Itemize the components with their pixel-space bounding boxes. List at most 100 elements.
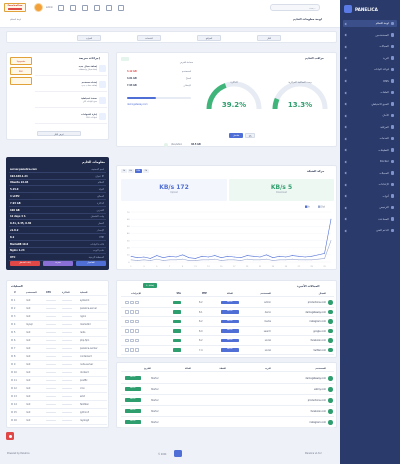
sidebar-item[interactable]: الأمان <box>343 112 397 119</box>
brand-logo[interactable]: PANELICA <box>344 4 396 14</box>
fullscreen-icon[interactable] <box>58 5 64 11</box>
process-checkbox[interactable] <box>10 403 13 406</box>
moon-icon[interactable] <box>82 5 88 11</box>
process-checkbox[interactable] <box>10 323 13 326</box>
server-action-button[interactable]: تحديث <box>43 261 73 266</box>
quick-action-item[interactable]: نسخة احتياطية نسخ البيانات الآن <box>35 95 107 108</box>
user-name[interactable]: productions.com <box>307 398 326 402</box>
network-tab[interactable]: 6h <box>127 169 134 173</box>
settings-icon[interactable] <box>118 5 124 11</box>
edit-icon[interactable] <box>130 348 134 352</box>
sidebar-item[interactable]: المستخدمين <box>343 32 397 39</box>
sidebar-item[interactable]: السجلات <box>343 170 397 177</box>
user-name[interactable]: demogateway.com <box>305 376 326 380</box>
sidebar-item[interactable]: الإعدادات <box>343 181 397 188</box>
domain-name[interactable]: facebook.com <box>310 339 326 342</box>
trash-icon[interactable] <box>135 338 139 343</box>
process-checkbox[interactable] <box>10 307 13 310</box>
process-checkbox[interactable] <box>10 371 13 374</box>
sidebar-item[interactable]: لوحة التحكم <box>343 20 397 27</box>
process-checkbox[interactable] <box>10 419 13 422</box>
scroll-top-button[interactable] <box>174 450 182 457</box>
network-tab[interactable]: 1h <box>121 169 127 173</box>
user-name[interactable]: facebook.com <box>310 409 326 413</box>
sidebar-item[interactable]: البريد <box>343 55 397 62</box>
process-checkbox[interactable] <box>10 363 13 366</box>
eye-icon[interactable] <box>125 338 129 343</box>
eye-icon[interactable] <box>125 310 129 314</box>
filter-select[interactable]: الموارد <box>77 35 101 41</box>
server-action-button[interactable]: التفاصيل <box>76 261 106 266</box>
add-domain-button[interactable]: + إضافة <box>143 283 157 288</box>
domain-name[interactable]: twitter.com <box>313 348 326 352</box>
domain-name[interactable]: demogateway.com <box>305 310 326 314</box>
promo-badge[interactable]: PanelicaFlow <box>4 3 26 12</box>
process-checkbox[interactable] <box>10 339 13 342</box>
disk-link[interactable]: demogateway.com <box>127 103 148 106</box>
process-checkbox[interactable] <box>10 347 13 350</box>
user-name[interactable]: uatmy.com <box>313 387 326 391</box>
grid-icon[interactable] <box>94 5 100 11</box>
sidebar-item[interactable]: قواعد البيانات <box>343 66 397 73</box>
edit-icon[interactable] <box>130 300 134 305</box>
bell-icon[interactable] <box>70 5 76 11</box>
chat-button[interactable] <box>6 432 14 440</box>
quick-action-item[interactable]: إضافة مجال جديد إنشاء مجال واستضافة <box>35 63 107 76</box>
footer-left[interactable]: Powered by Panelica <box>7 452 30 455</box>
filter-select[interactable]: المواقع <box>197 35 221 41</box>
domain-name[interactable]: productions.com <box>307 301 326 304</box>
mail-icon[interactable] <box>106 5 112 11</box>
promo-panel[interactable]: Upgrade PRO <box>10 57 32 95</box>
eye-icon[interactable] <box>125 348 129 352</box>
process-checkbox[interactable] <box>10 379 13 382</box>
quick-action-item[interactable]: إنشاء مستخدم إضافة حساب جديد <box>35 79 107 92</box>
quick-view-all-button[interactable]: عرض الكل <box>37 131 81 136</box>
eye-icon[interactable] <box>125 319 129 324</box>
eye-icon[interactable] <box>125 329 129 333</box>
avatar[interactable] <box>34 3 43 12</box>
sidebar-item[interactable]: الترخيص <box>343 204 397 211</box>
sidebar-item[interactable]: أدوات <box>343 193 397 200</box>
sidebar-item[interactable]: المراقبة <box>343 124 397 131</box>
sidebar-item[interactable]: Docker <box>343 158 397 165</box>
quick-action-item[interactable]: إدارة الشهادات SSL شهادات <box>35 111 107 124</box>
sidebar-item[interactable]: التطبيقات <box>343 147 397 154</box>
trash-icon[interactable] <box>135 348 139 352</box>
domain-name[interactable]: instagram.com <box>309 320 326 323</box>
filter-select[interactable]: الخدمات <box>137 35 161 41</box>
process-checkbox[interactable] <box>10 315 13 318</box>
edit-icon[interactable] <box>130 319 134 324</box>
trash-icon[interactable] <box>135 319 139 324</box>
edit-icon[interactable] <box>130 329 134 333</box>
search-input[interactable]: بحث... <box>270 4 320 11</box>
sidebar-item[interactable]: المساعدة <box>343 216 397 223</box>
sidebar-item[interactable]: الدعم الفني <box>343 227 397 234</box>
trash-icon[interactable] <box>135 300 139 305</box>
monitor-details-button[interactable]: تفاصيل <box>229 133 243 138</box>
trash-icon[interactable] <box>135 329 139 333</box>
domain-name[interactable]: google.com <box>313 329 326 333</box>
process-checkbox[interactable] <box>10 331 13 334</box>
edit-icon[interactable] <box>130 310 134 314</box>
breadcrumb[interactable]: لوحة التحكم <box>10 18 22 21</box>
user-name[interactable]: instagram.com <box>309 420 326 424</box>
process-checkbox[interactable] <box>10 411 13 414</box>
process-checkbox[interactable] <box>10 355 13 358</box>
filter-select[interactable]: الكل <box>257 35 281 41</box>
sidebar-item[interactable]: الملفات <box>343 89 397 96</box>
trash-icon[interactable] <box>135 310 139 314</box>
process-checkbox[interactable] <box>10 299 13 302</box>
network-tab[interactable]: 7d <box>142 169 149 173</box>
process-checkbox[interactable] <box>10 395 13 398</box>
sidebar-item[interactable]: النسخ الاحتياطي <box>343 101 397 108</box>
monitor-refresh-button[interactable]: 1h <box>245 133 255 138</box>
process-checkbox[interactable] <box>10 387 13 390</box>
server-info-row: الإصدار v1.8.2 <box>9 227 106 234</box>
server-action-button[interactable]: إعادة التشغيل <box>10 261 40 266</box>
edit-icon[interactable] <box>130 338 134 343</box>
network-tab[interactable]: 24h <box>134 169 142 173</box>
sidebar-item[interactable]: DNS <box>343 78 397 85</box>
sidebar-item[interactable]: الخدمات <box>343 135 397 142</box>
eye-icon[interactable] <box>125 300 129 305</box>
sidebar-item[interactable]: المجالات <box>343 43 397 50</box>
